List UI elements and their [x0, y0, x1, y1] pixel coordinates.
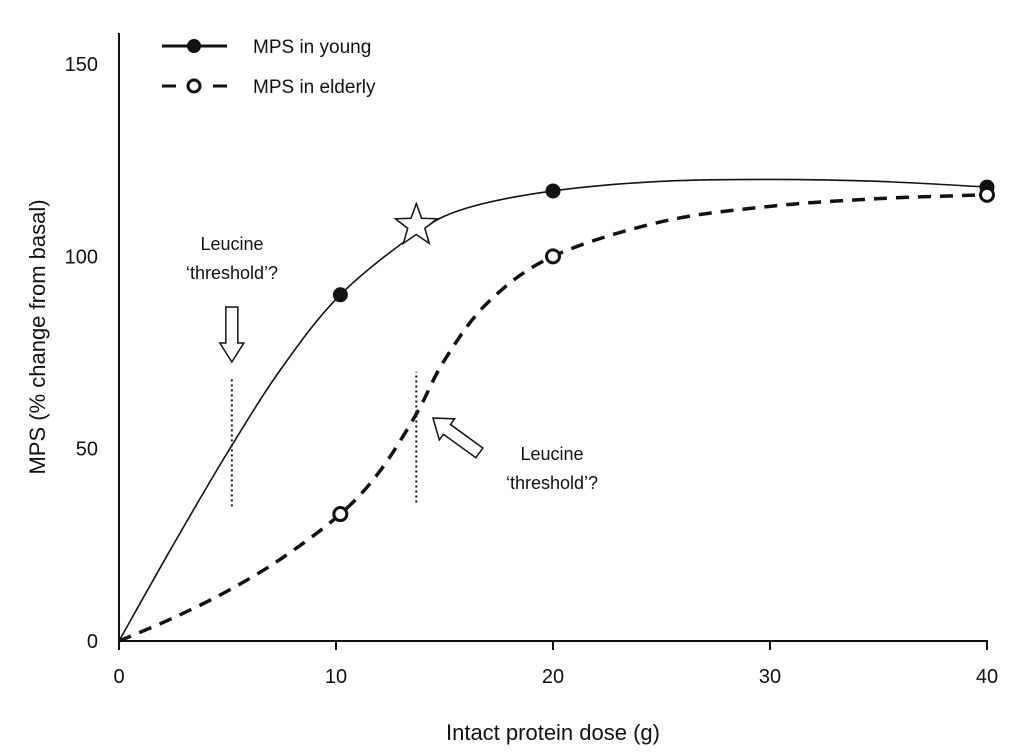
y-axis-label: MPS (% change from basal)	[25, 199, 50, 474]
y-tick-label: 0	[87, 631, 98, 653]
legend-label-young: MPS in young	[253, 37, 371, 58]
y-tick-label: 100	[65, 246, 98, 268]
annotation-label: ‘threshold’?	[506, 473, 598, 493]
series-line-elderly	[118, 193, 988, 643]
arrow-shape	[431, 417, 484, 459]
legend-marker-elderly	[186, 78, 202, 94]
annotation-label: ‘threshold’?	[186, 263, 278, 283]
x-tick-label: 20	[542, 666, 564, 688]
data-point-young	[332, 287, 348, 303]
data-point-young	[545, 183, 561, 199]
legend: MPS in young MPS in elderly	[162, 37, 376, 98]
legend-label-elderly: MPS in elderly	[253, 77, 376, 98]
x-tick-label: 0	[113, 666, 124, 688]
x-tick-label: 40	[976, 666, 998, 688]
legend-marker-young	[187, 39, 201, 53]
y-tick-label: 50	[76, 439, 98, 461]
down-arrow-icon	[218, 306, 246, 364]
axes	[118, 33, 988, 642]
x-tick-label: 10	[325, 666, 347, 688]
series-line-young	[118, 178, 988, 642]
star-marker-icon	[393, 201, 440, 246]
y-tick-label: 150	[65, 54, 98, 76]
x-axis-label: Intact protein dose (g)	[446, 720, 660, 745]
diagonal-arrow-icon	[431, 417, 484, 459]
data-point-elderly	[332, 506, 349, 523]
annotation-label: Leucine	[520, 444, 583, 464]
annotation-label: Leucine	[200, 234, 263, 254]
x-tick-label: 30	[759, 666, 781, 688]
data-point-elderly	[545, 248, 561, 265]
data-point-elderly	[979, 186, 995, 203]
